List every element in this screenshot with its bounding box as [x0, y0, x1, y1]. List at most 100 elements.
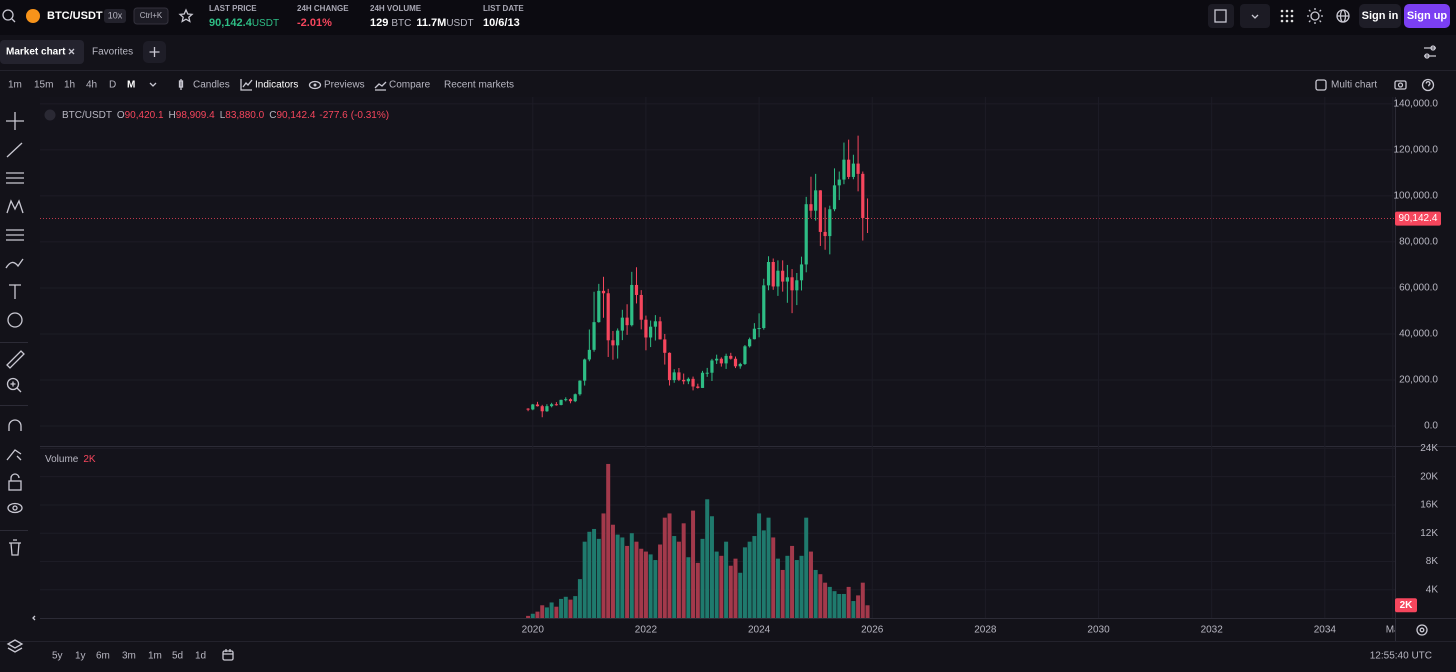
candle-body	[757, 328, 761, 330]
visibility-tool[interactable]	[7, 502, 23, 514]
projection-tool[interactable]	[6, 229, 24, 241]
collapse-arrow[interactable]	[32, 615, 36, 621]
range-button[interactable]: 1y	[75, 651, 86, 662]
range-button[interactable]: 1m	[148, 651, 162, 662]
range-button[interactable]: 1d	[195, 651, 206, 662]
candle-body	[583, 359, 587, 381]
legend-symbol: BTC/USDT	[62, 110, 112, 121]
more-intervals[interactable]	[149, 82, 157, 87]
interval[interactable]: D	[109, 80, 116, 91]
sign-in[interactable]: Sign in	[1362, 10, 1399, 22]
theme-icon[interactable]	[1307, 8, 1323, 24]
add-tab[interactable]	[143, 41, 166, 63]
settings-icon[interactable]	[1424, 45, 1436, 59]
candle-body	[856, 163, 860, 174]
volume-bar	[530, 613, 535, 618]
sign-up-button[interactable]	[1404, 4, 1450, 28]
volume-bar	[780, 569, 785, 618]
emoji-tool[interactable]	[7, 312, 23, 328]
candle-body	[809, 204, 813, 211]
favorite-star[interactable]	[178, 8, 194, 23]
sign-in-button[interactable]	[1359, 4, 1401, 28]
multi-chart[interactable]: Multi chart	[1331, 80, 1377, 91]
axis-settings[interactable]	[1416, 624, 1428, 636]
trendline-tool[interactable]	[6, 142, 23, 158]
crosshair-tool[interactable]	[6, 112, 24, 130]
brush-tool[interactable]	[5, 258, 24, 269]
volume-bar	[856, 595, 861, 618]
text-tool[interactable]	[9, 284, 21, 299]
toolbar-button[interactable]: Candles	[193, 80, 230, 91]
multi-chart-checkbox[interactable]	[1315, 79, 1327, 91]
toolbar-button[interactable]: Previews	[324, 80, 365, 91]
apps-icon[interactable]	[1280, 9, 1294, 23]
zoom-tool[interactable]	[6, 377, 22, 393]
y-tick-label: 8K	[1426, 556, 1439, 567]
x-tick-label: 2020	[522, 625, 545, 636]
volume-bar	[676, 541, 681, 618]
candle-body	[550, 404, 554, 407]
volume-bar	[554, 606, 559, 618]
candle-body	[762, 285, 766, 329]
y-tick-label: 16K	[1420, 500, 1438, 511]
volume-bar	[790, 545, 795, 618]
volume-bar	[592, 528, 597, 618]
x-tick-label: 2022	[635, 625, 658, 636]
interval[interactable]: 4h	[86, 80, 97, 91]
toolbar-button[interactable]: Indicators	[255, 80, 298, 91]
volume-bar	[568, 599, 573, 618]
legend-value: 83,880.0	[225, 110, 264, 121]
toolbar-button[interactable]: Recent markets	[444, 80, 514, 91]
candle-body	[738, 363, 742, 367]
lock-drawing-tool[interactable]	[6, 449, 22, 461]
candle-body	[823, 231, 827, 237]
symbol[interactable]: BTC/USDT	[47, 10, 103, 22]
magnet-tool[interactable]	[8, 419, 22, 431]
tab-active[interactable]	[0, 40, 84, 64]
bottom-bar: 5y 1y 6m 3m 1m 5d 1d	[52, 651, 206, 662]
help-icon[interactable]	[1421, 78, 1435, 92]
close-tab[interactable]	[68, 48, 75, 55]
search-icon[interactable]	[2, 9, 16, 23]
language-icon[interactable]	[1336, 9, 1350, 23]
volume-bar	[700, 538, 705, 618]
range-button[interactable]: 5d	[172, 651, 183, 662]
candle-body	[672, 372, 676, 381]
range-button[interactable]: 6m	[96, 651, 110, 662]
pattern-tool[interactable]	[6, 199, 24, 214]
toolbar-button[interactable]: Compare	[389, 80, 431, 91]
marks	[40, 135, 1395, 618]
candle-body	[710, 360, 714, 373]
candle-body	[526, 408, 530, 410]
interval[interactable]: 15m	[34, 80, 53, 91]
interval[interactable]: 1h	[64, 80, 75, 91]
sign-up[interactable]: Sign up	[1407, 10, 1448, 22]
fib-tool[interactable]	[6, 172, 24, 184]
candle-body	[677, 372, 681, 380]
interval[interactable]: 1m	[8, 80, 22, 91]
dropdown-button[interactable]	[1240, 4, 1270, 28]
layout-button[interactable]	[1208, 4, 1234, 28]
candle-body	[568, 399, 573, 402]
tab[interactable]: Favorites	[92, 47, 133, 58]
lock-tool[interactable]	[8, 473, 22, 491]
volume-bar	[639, 548, 644, 618]
range-button[interactable]: 3m	[122, 651, 136, 662]
volume-bar	[582, 541, 587, 618]
delete-tool[interactable]	[9, 539, 21, 556]
candle-body	[752, 328, 756, 340]
candle-body	[851, 163, 855, 177]
x-tick-label: 2028	[974, 625, 997, 636]
layers-icon[interactable]	[6, 639, 24, 653]
volume-bar	[629, 533, 634, 618]
calendar-icon[interactable]	[222, 649, 234, 661]
drawing-tools	[0, 112, 36, 653]
range-button[interactable]: 5y	[52, 651, 63, 662]
interval[interactable]: M	[127, 80, 135, 91]
volume-bar	[714, 551, 719, 618]
tab[interactable]: Market chart	[6, 47, 66, 58]
toolbar: 1m 15m 1h 4h D M Candles Indicators Previews Comp…	[8, 80, 514, 91]
screenshot-icon[interactable]	[1394, 80, 1407, 90]
ruler-tool[interactable]	[6, 350, 25, 369]
volume-bar	[535, 611, 540, 618]
